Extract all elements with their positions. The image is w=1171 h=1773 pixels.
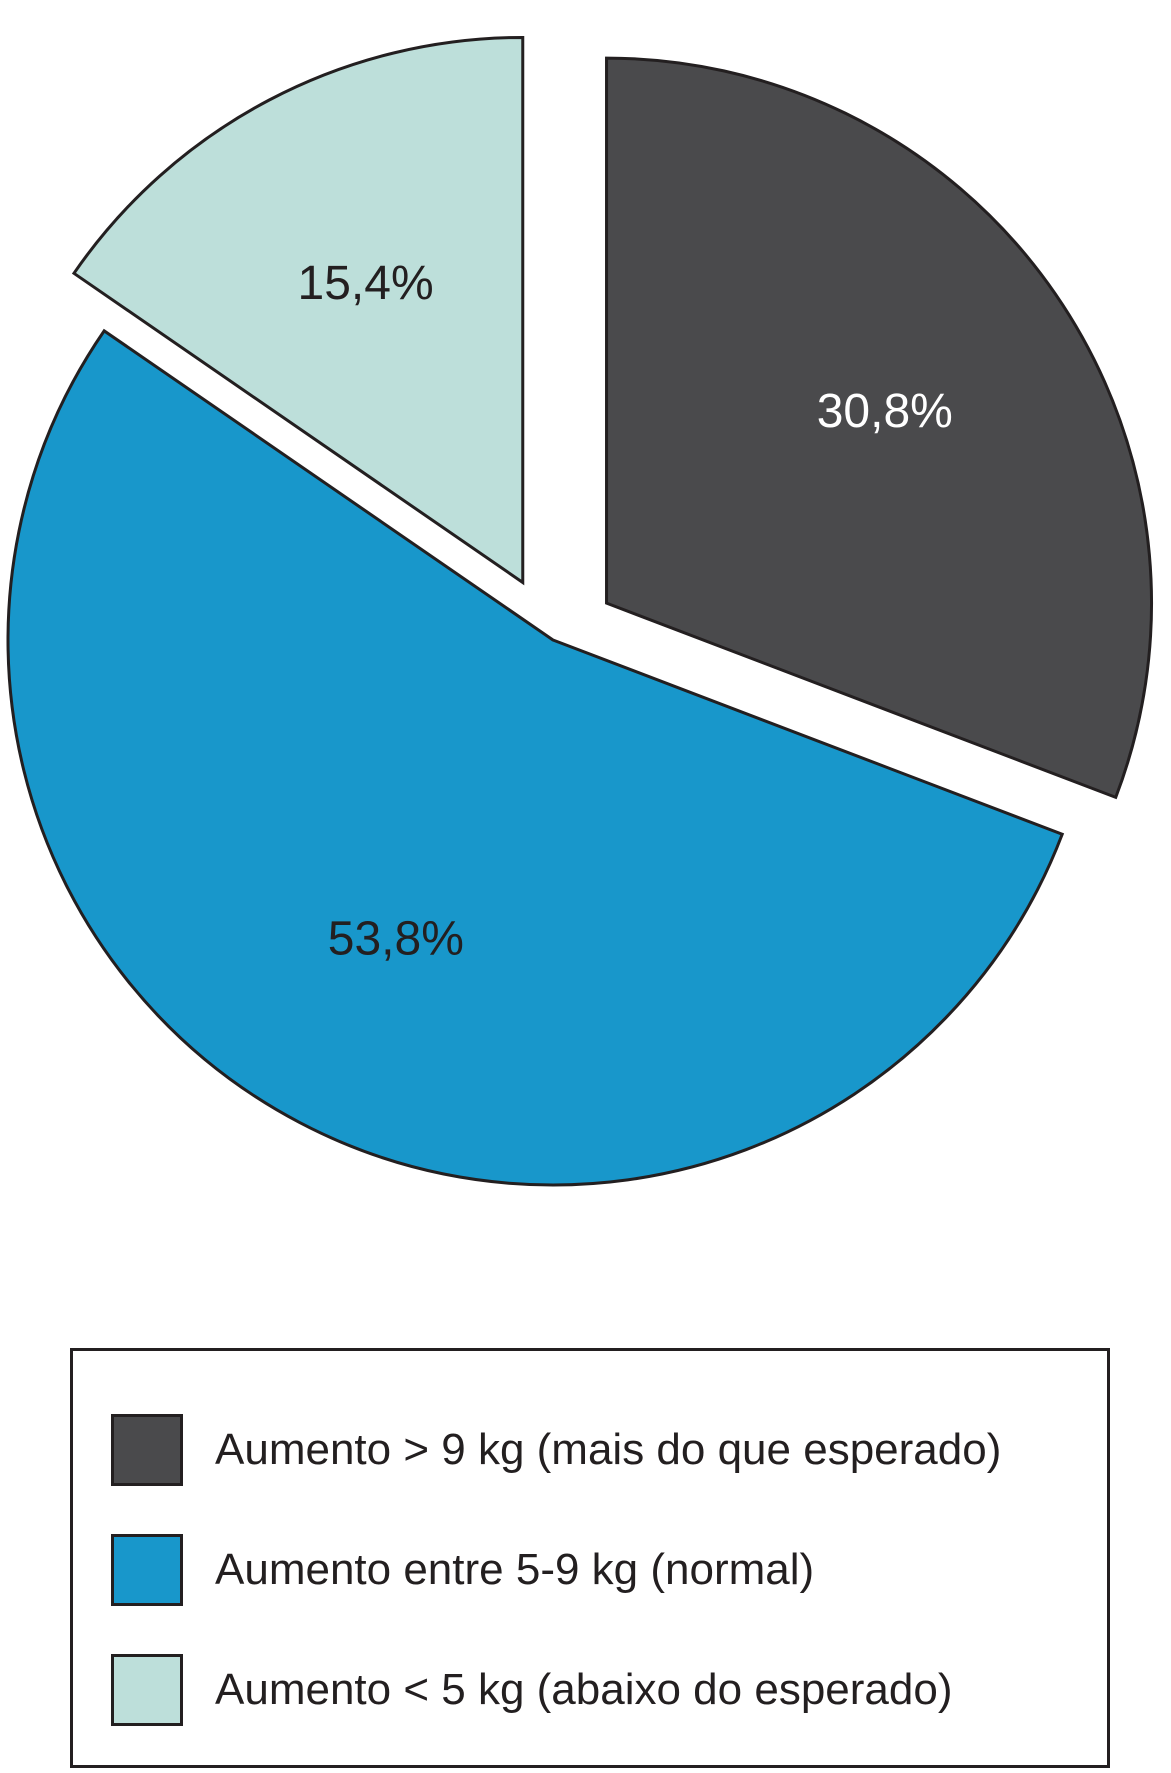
slice-below-expected	[71, 35, 525, 586]
legend-item-below-expected: Aumento < 5 kg (abaixo do esperado)	[111, 1653, 952, 1727]
legend-label-below-expected: Aumento < 5 kg (abaixo do esperado)	[215, 1665, 953, 1714]
legend-swatch-above-expected	[111, 1414, 183, 1486]
slice-normal	[6, 328, 1065, 1187]
legend-swatch-normal	[111, 1534, 183, 1606]
legend-item-above-expected: Aumento > 9 kg (mais do que esperado)	[111, 1413, 1001, 1487]
legend-label-normal: Aumento entre 5-9 kg (normal)	[215, 1545, 815, 1594]
legend-label-above-expected: Aumento > 9 kg (mais do que esperado)	[215, 1425, 1002, 1474]
legend: Aumento > 9 kg (mais do que esperado) Au…	[70, 1348, 1110, 1768]
slice-label-below-expected: 15,4%	[298, 257, 434, 310]
slice-label-above-expected: 30,8%	[817, 385, 953, 438]
pie-chart: 30,8% 53,8% 15,4%	[6, 35, 1153, 1187]
legend-item-normal: Aumento entre 5-9 kg (normal)	[111, 1533, 814, 1607]
slice-label-normal: 53,8%	[328, 913, 464, 966]
legend-swatch-below-expected	[111, 1654, 183, 1726]
slice-above-expected	[605, 56, 1153, 800]
